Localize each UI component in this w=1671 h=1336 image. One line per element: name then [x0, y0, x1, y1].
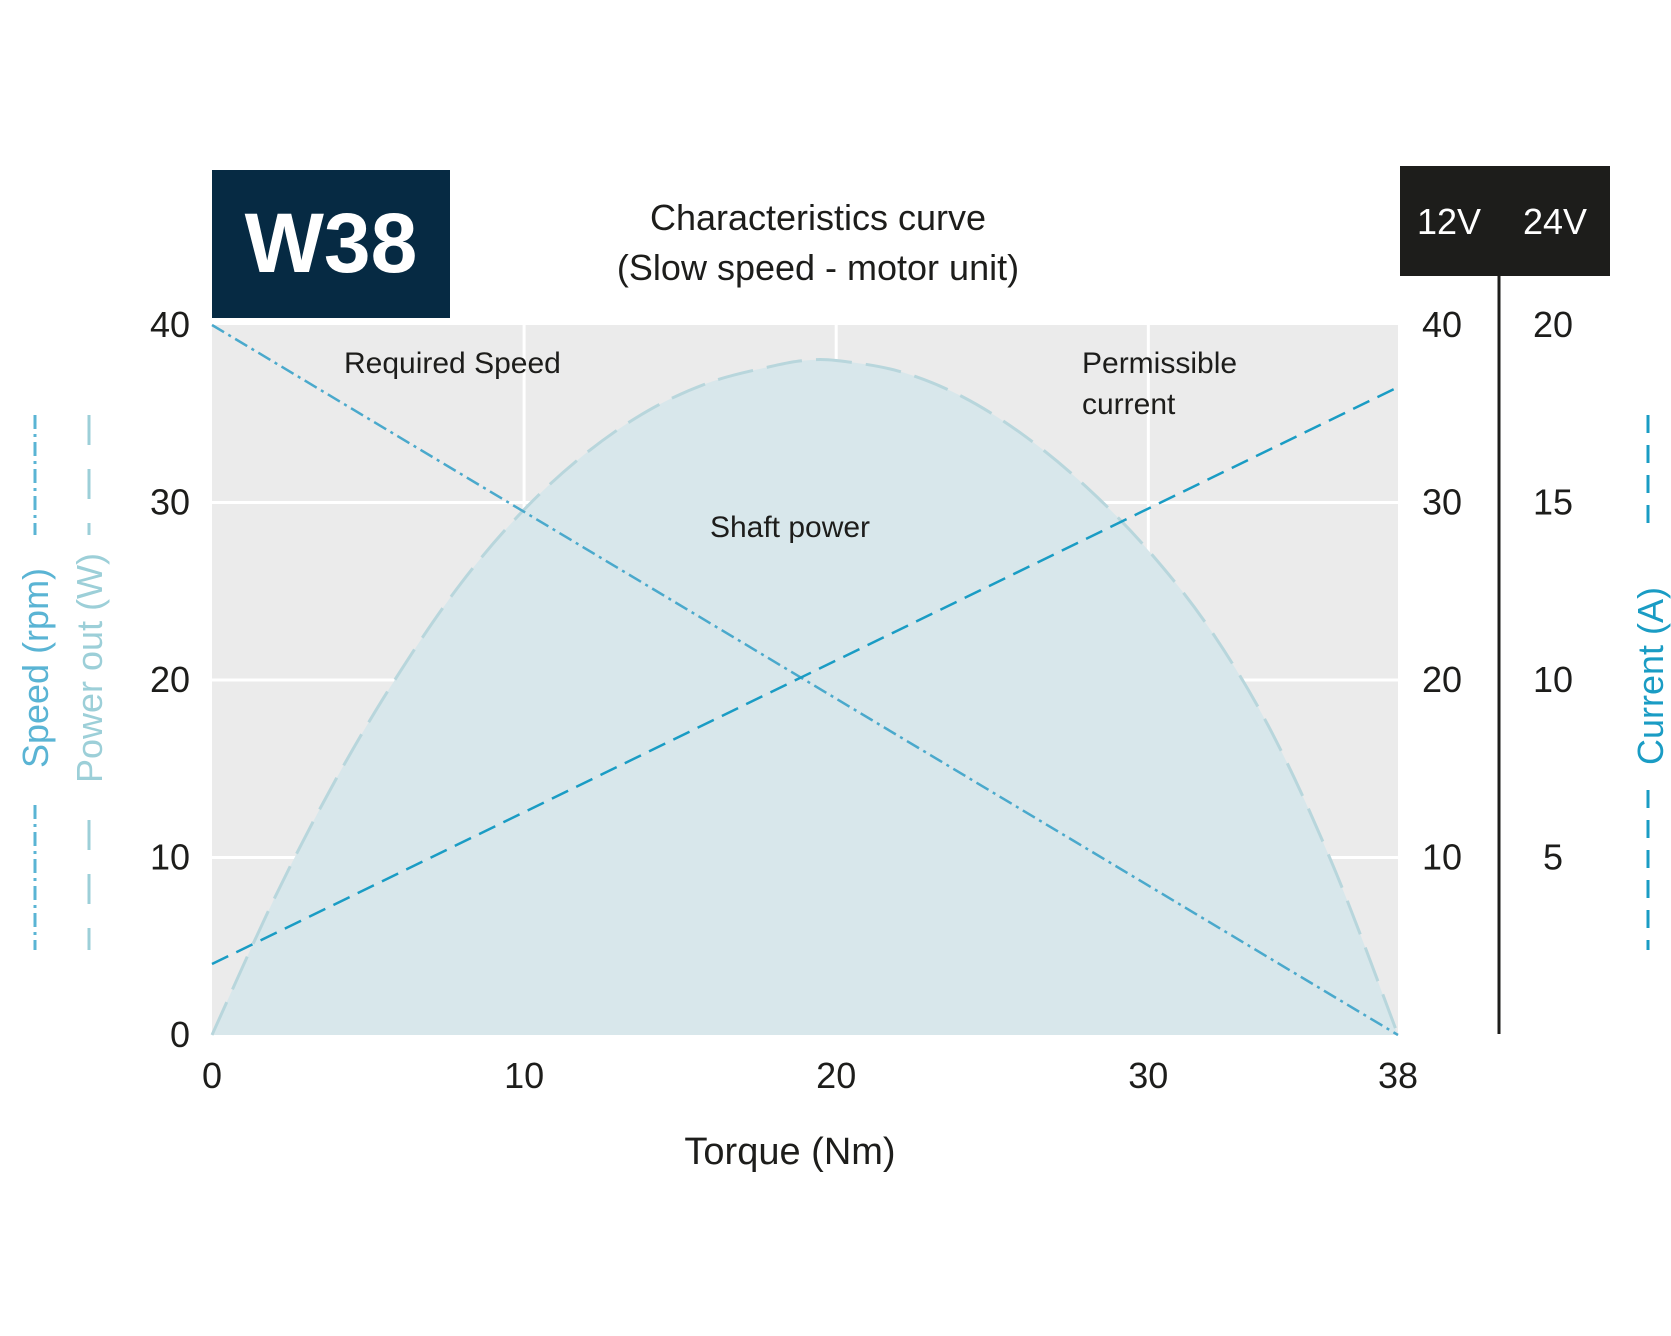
permissible-current-line: [211, 386, 1399, 966]
right-tick-label-24v: 10: [1533, 659, 1573, 700]
left-tick-label: 10: [150, 837, 190, 878]
model-badge-label: W38: [245, 196, 418, 290]
right-tick-label-12v: 40: [1422, 304, 1462, 345]
header-24v-label: 24V: [1523, 201, 1587, 242]
required-speed-label: Required Speed: [344, 347, 561, 380]
x-axis-title: Torque (Nm): [684, 1131, 895, 1173]
y-axis-title-current: Current (A): [1630, 587, 1671, 765]
left-axis-ticks: 0 10 20 30 40: [150, 304, 190, 1055]
right-tick-label-12v: 20: [1422, 659, 1462, 700]
shaft-power-area: [212, 359, 1398, 1035]
right-tick-label-24v: 20: [1533, 304, 1573, 345]
permissible-current-label-line1: Permissible: [1082, 347, 1237, 380]
chart-title-line2: (Slow speed - motor unit): [617, 247, 1019, 288]
right-tick-label-24v: 5: [1543, 837, 1563, 878]
shaft-power-line: [210, 357, 1400, 1036]
x-tick-label: 0: [202, 1055, 222, 1096]
x-axis-ticks: 0 10 20 30 38: [202, 1055, 1418, 1096]
x-tick-label: 38: [1378, 1055, 1418, 1096]
header-12v-cell: [1400, 166, 1498, 276]
right-axis-24v-ticks: 5 10 15 20: [1533, 304, 1573, 878]
header-24v-cell: [1500, 166, 1610, 276]
left-tick-label: 20: [150, 659, 190, 700]
shaft-power-label: Shaft power: [710, 511, 870, 544]
right-tick-label-12v: 10: [1422, 837, 1462, 878]
right-tick-label-12v: 30: [1422, 482, 1462, 523]
left-tick-label: 0: [170, 1014, 190, 1055]
right-axis-12v-ticks: 10 20 30 40: [1422, 304, 1462, 878]
header-12v-label: 12V: [1417, 201, 1481, 242]
y-axis-title-power: Power out (W): [69, 553, 110, 783]
chart-title-line1: Characteristics curve: [650, 197, 986, 238]
x-tick-label: 10: [504, 1055, 544, 1096]
x-tick-label: 20: [816, 1055, 856, 1096]
left-tick-label: 30: [150, 482, 190, 523]
y-axis-title-speed: Speed (rpm): [15, 568, 56, 768]
left-tick-label: 40: [150, 304, 190, 345]
model-badge: [212, 170, 450, 318]
permissible-current-label-line2: current: [1082, 388, 1176, 421]
right-tick-label-24v: 15: [1533, 482, 1573, 523]
x-tick-label: 30: [1128, 1055, 1168, 1096]
